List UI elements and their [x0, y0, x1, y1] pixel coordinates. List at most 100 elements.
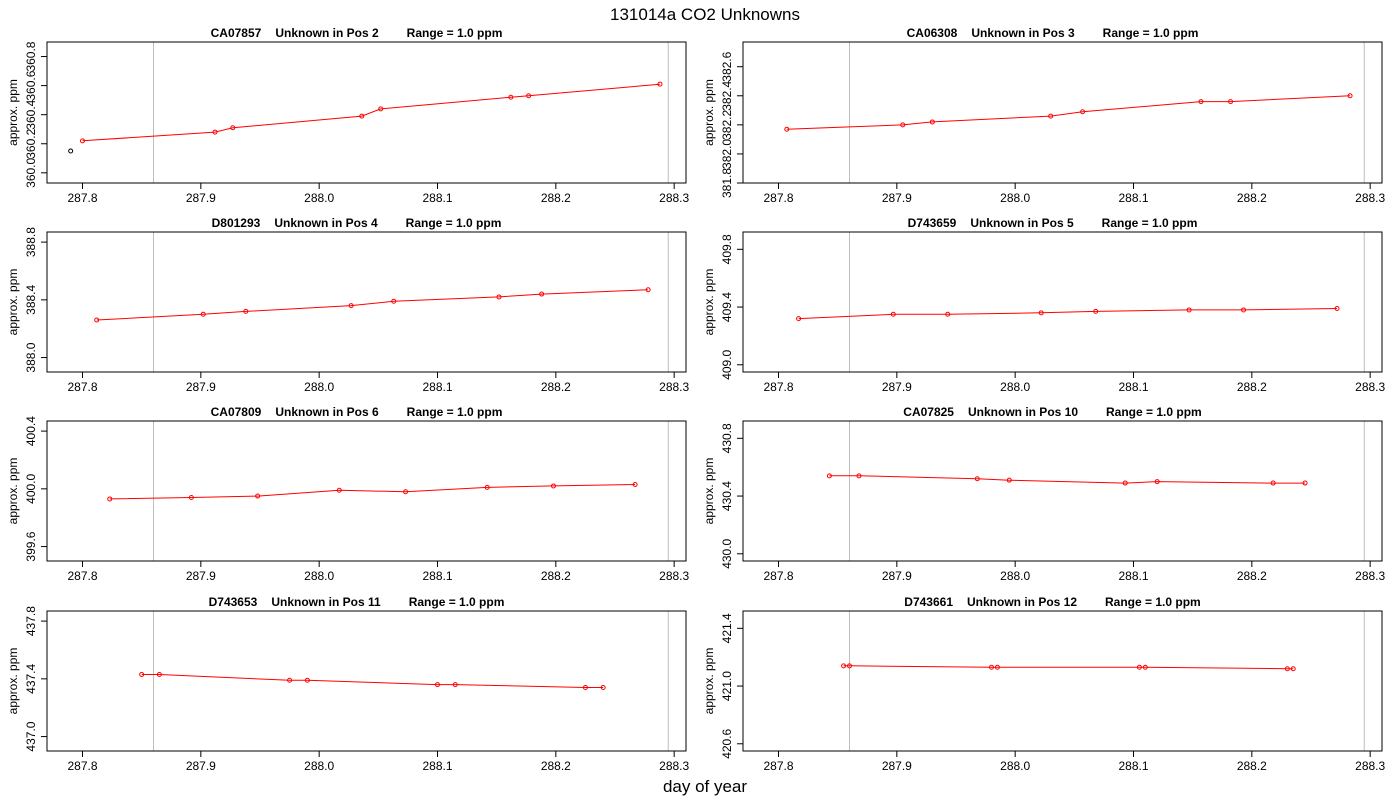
x-tick-label: 287.8 [67, 191, 97, 205]
data-point [348, 303, 354, 309]
data-point [496, 294, 502, 300]
data-point [974, 476, 980, 482]
x-tick-label: 288.1 [1118, 759, 1148, 773]
data-point [243, 308, 249, 314]
data-point [784, 126, 790, 132]
y-tick-label: 360.4 [24, 99, 38, 129]
y-axis-label: approx. ppm [702, 648, 716, 715]
series-line [82, 83, 661, 142]
data-point [796, 316, 802, 322]
data-point [336, 487, 342, 493]
chart-panel-7: D743653 Unknown in Pos 11 Range = 1.0 ppm 2… [6, 595, 690, 773]
plot-frame [742, 41, 1383, 184]
panel-title: D743661 Unknown in Pos 12 Range = 1.0 ppm [904, 595, 1200, 609]
x-tick-label: 288.3 [1355, 380, 1385, 394]
x-tick-label: 288.0 [304, 191, 334, 205]
panel-title-part: Unknown in Pos 10 [968, 405, 1078, 419]
data-point [550, 483, 556, 489]
x-tick-label: 287.9 [882, 380, 912, 394]
x-tick-label: 288.2 [541, 380, 571, 394]
x-tick-label: 288.3 [1355, 191, 1385, 205]
x-tick-label: 287.8 [763, 569, 793, 583]
data-point [1270, 480, 1276, 486]
x-tick-label: 288.3 [659, 380, 689, 394]
data-point [1093, 308, 1099, 314]
x-tick-label: 288.2 [1237, 759, 1267, 773]
panel-title: CA06308 Unknown in Pos 3 Range = 1.0 ppm [907, 26, 1199, 40]
y-tick-label: 430.4 [720, 481, 734, 511]
y-tick-label: 388.8 [24, 227, 38, 257]
data-point [200, 311, 206, 317]
x-tick-label: 288.3 [659, 759, 689, 773]
panel-title-part: Range = 1.0 ppm [407, 26, 503, 40]
data-point [847, 663, 852, 669]
plot-frame [46, 610, 687, 752]
data-point [1154, 479, 1160, 485]
x-tick-label: 288.1 [422, 569, 452, 583]
panel-title-part: CA07825 [903, 405, 954, 419]
panel-title-part: Unknown in Pos 5 [970, 216, 1074, 230]
data-point [391, 298, 397, 304]
x-tick-label: 288.1 [422, 380, 452, 394]
y-tick-label: 409.0 [720, 349, 734, 379]
data-point [139, 672, 145, 678]
y-tick-label: 437.8 [24, 606, 38, 636]
series-line [798, 308, 1338, 320]
y-tick-label: 360.0 [24, 157, 38, 187]
chart-panels: CA07857 Unknown in Pos 2 Range = 1.0 ppm 28… [6, 26, 1386, 773]
data-point [657, 81, 663, 87]
panel-title-part: Unknown in Pos 2 [275, 26, 379, 40]
x-tick-label: 288.0 [1000, 380, 1030, 394]
main-title: 131014a CO2 Unknowns [610, 5, 800, 24]
data-point [1290, 666, 1296, 672]
panel-title-part: Range = 1.0 ppm [1106, 405, 1202, 419]
data-point [632, 482, 638, 488]
data-point [900, 122, 906, 128]
data-point [107, 496, 113, 502]
data-point [94, 317, 100, 323]
chart-panel-5: CA07809 Unknown in Pos 6 Range = 1.0 ppm 28… [6, 405, 690, 583]
x-tick-label: 288.0 [304, 569, 334, 583]
x-tick-label: 288.2 [1237, 380, 1267, 394]
data-point [68, 148, 74, 154]
panel-title-part: Unknown in Pos 12 [967, 595, 1077, 609]
panel-title-part: Range = 1.0 ppm [409, 595, 505, 609]
x-tick-label: 287.9 [882, 191, 912, 205]
plot-frame [46, 231, 687, 373]
x-tick-label: 288.2 [541, 191, 571, 205]
data-point [452, 682, 458, 688]
plot-frame [46, 420, 687, 562]
panel-title-part: Unknown in Pos 6 [275, 405, 379, 419]
y-axis-label: approx. ppm [6, 648, 20, 715]
chart-panel-2: CA06308 Unknown in Pos 3 Range = 1.0 ppm 28… [702, 26, 1386, 205]
panel-title-part: D743661 [904, 595, 953, 609]
x-tick-label: 287.8 [763, 759, 793, 773]
y-tick-label: 430.0 [720, 538, 734, 568]
y-axis-label: approx. ppm [702, 79, 716, 146]
data-point [403, 489, 409, 495]
data-point [188, 494, 194, 500]
y-tick-label: 388.0 [24, 342, 38, 372]
x-tick-label: 288.0 [304, 380, 334, 394]
x-tick-label: 288.3 [1355, 569, 1385, 583]
series-line [109, 484, 636, 500]
panel-title-part: D801293 [212, 216, 261, 230]
series-line [96, 289, 649, 321]
data-point [1136, 664, 1142, 670]
x-tick-label: 288.1 [1118, 380, 1148, 394]
data-point [826, 473, 832, 479]
x-tick-label: 288.1 [422, 191, 452, 205]
data-point [287, 677, 293, 683]
y-axis-label: approx. ppm [702, 458, 716, 525]
y-tick-label: 420.6 [720, 728, 734, 758]
x-tick-label: 288.2 [541, 759, 571, 773]
panel-title-part: Unknown in Pos 11 [271, 595, 381, 609]
y-tick-label: 421.4 [720, 613, 734, 643]
y-tick-label: 437.4 [24, 663, 38, 693]
x-tick-label: 288.1 [1118, 191, 1148, 205]
panel-title-part: Unknown in Pos 3 [971, 26, 1075, 40]
panel-title-part: CA06308 [907, 26, 958, 40]
panel-title-part: Range = 1.0 ppm [1105, 595, 1201, 609]
x-tick-label: 288.2 [1237, 569, 1267, 583]
y-tick-label: 437.0 [24, 721, 38, 751]
